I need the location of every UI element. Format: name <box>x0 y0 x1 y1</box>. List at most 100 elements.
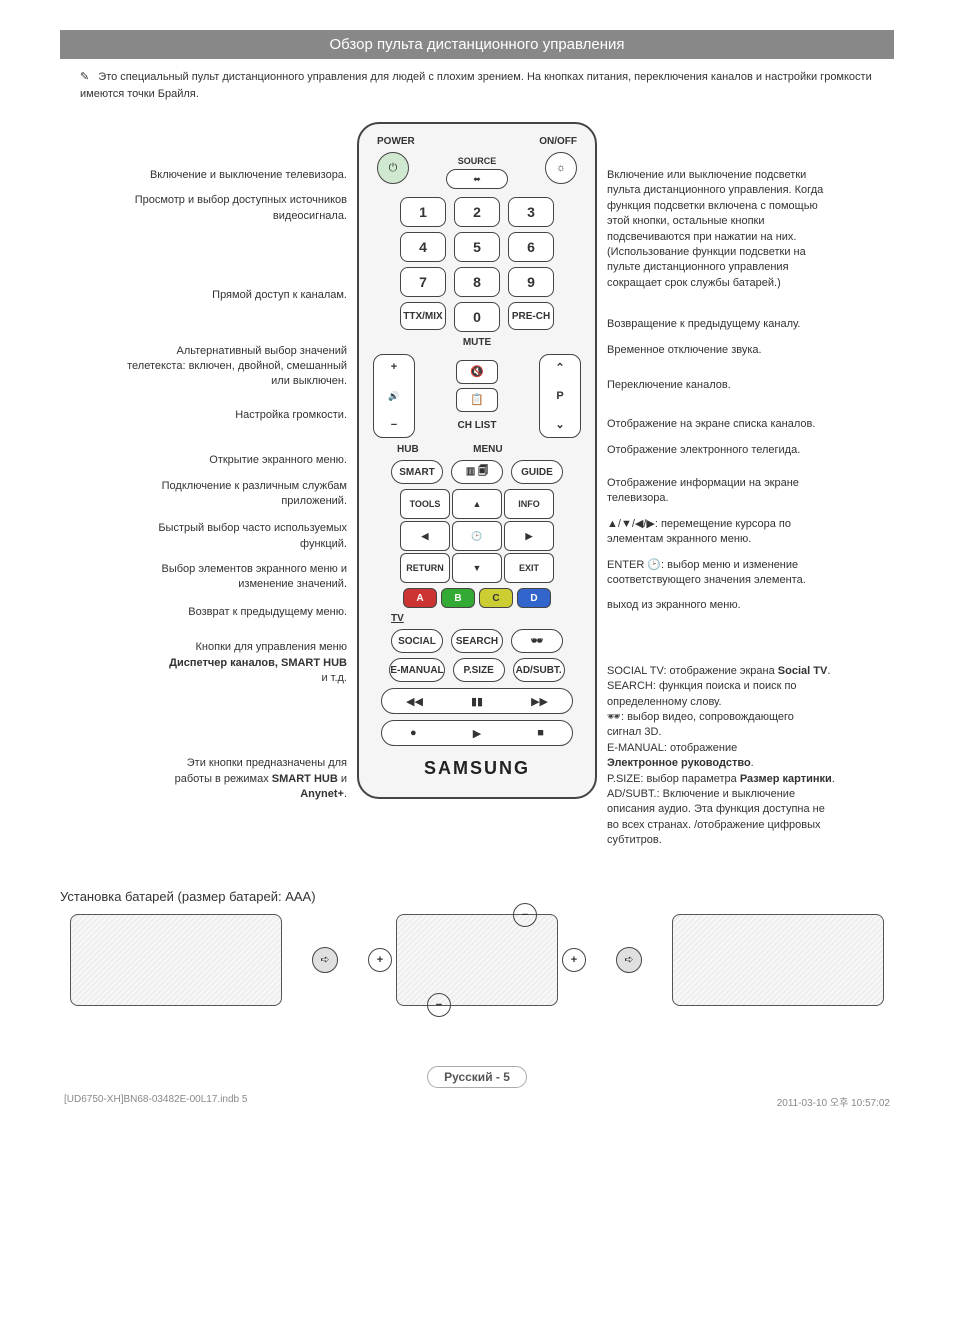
callout-chlist: Отображение на экране списка каналов. <box>607 417 837 432</box>
search-button[interactable]: SEARCH <box>451 629 503 653</box>
volume-rocker[interactable]: + 🔊 − <box>373 354 415 438</box>
num-0[interactable]: 0 <box>454 302 500 332</box>
psize-button[interactable]: P.SIZE <box>453 658 505 682</box>
intro-note: ✎ Это специальный пульт дистанционного у… <box>80 69 874 102</box>
transport-row-2: ● ▶ ■ <box>381 720 573 746</box>
callout-onoff: Включение или выключение подсветки пульт… <box>607 168 837 291</box>
callout-channel: Переключение каналов. <box>607 378 837 393</box>
plus-icon: + <box>562 948 586 972</box>
hub-label: HUB <box>397 444 419 455</box>
dpad-up[interactable]: ▲ <box>452 489 502 519</box>
num-8[interactable]: 8 <box>454 267 500 297</box>
page-title: Обзор пульта дистанционного управления <box>60 30 894 59</box>
doc-timestamp: 2011-03-10 오후 10:57:02 <box>777 1094 890 1109</box>
dpad-left[interactable]: ◀ <box>400 521 450 551</box>
mute-button[interactable]: 🔇 <box>456 360 498 384</box>
brand-logo: SAMSUNG <box>367 758 587 779</box>
prech-button[interactable]: PRE-CH <box>508 302 554 330</box>
callout-power: Включение и выключение телевизора. <box>117 168 347 183</box>
exit-button[interactable]: EXIT <box>504 553 554 583</box>
step-arrow-icon: ➪ <box>312 947 338 973</box>
color-b[interactable]: B <box>441 588 475 608</box>
menu-label: MENU <box>473 444 502 455</box>
smart-button[interactable]: SMART <box>391 460 443 484</box>
ff-button[interactable]: ▶▶ <box>531 695 548 708</box>
enter-button[interactable]: 🕑 <box>452 521 502 551</box>
light-button[interactable]: ☼ <box>545 152 577 184</box>
plus-icon: + <box>368 948 392 972</box>
emanual-button[interactable]: E-MANUAL <box>389 658 444 682</box>
num-6[interactable]: 6 <box>508 232 554 262</box>
rewind-button[interactable]: ◀◀ <box>406 695 423 708</box>
callout-guide: Отображение электронного телегида. <box>607 443 837 458</box>
callout-tools: Быстрый выбор часто используемых функций… <box>117 521 347 552</box>
remote-body: POWER ON/OFF ⏻ SOURCE ⬌ ☼ 123 456 789 TT… <box>357 122 597 799</box>
num-3[interactable]: 3 <box>508 197 554 227</box>
callout-arrows: ▲/▼/◀/▶: перемещение курсора по элемента… <box>607 517 837 548</box>
power-label: POWER <box>377 136 415 147</box>
callout-color: Кнопки для управления меню Диспетчер кан… <box>117 640 347 686</box>
battery-step-1 <box>70 914 282 1006</box>
power-button[interactable]: ⏻ <box>377 152 409 184</box>
num-7[interactable]: 7 <box>400 267 446 297</box>
chlist-sub-button[interactable]: 📋 <box>456 388 498 412</box>
chlist-label: CH LIST <box>458 420 497 431</box>
onoff-label: ON/OFF <box>539 136 577 147</box>
callout-direct: Прямой доступ к каналам. <box>117 288 347 303</box>
mute-label: MUTE <box>367 337 587 348</box>
num-5[interactable]: 5 <box>454 232 500 262</box>
step-arrow-icon: ➪ <box>616 947 642 973</box>
pause-button[interactable]: ▮▮ <box>471 695 483 708</box>
menu-button[interactable]: ▥ 🗐 <box>451 460 503 484</box>
color-d[interactable]: D <box>517 588 551 608</box>
left-callouts: Включение и выключение телевизора. Просм… <box>117 122 347 813</box>
num-4[interactable]: 4 <box>400 232 446 262</box>
source-label: SOURCE <box>458 156 497 166</box>
dpad-down[interactable]: ▼ <box>452 553 502 583</box>
source-button[interactable]: ⬌ <box>446 169 508 189</box>
ttx-button[interactable]: TTX/MIX <box>400 302 446 330</box>
color-a[interactable]: A <box>403 588 437 608</box>
social-button[interactable]: SOCIAL <box>391 629 443 653</box>
battery-steps: ➪ + − − + ➪ <box>60 914 894 1006</box>
intro-text: Это специальный пульт дистанционного упр… <box>80 71 872 100</box>
play-button[interactable]: ▶ <box>473 727 481 740</box>
callout-source: Просмотр и выбор доступных источников ви… <box>117 193 347 224</box>
color-c[interactable]: C <box>479 588 513 608</box>
adsubt-button[interactable]: AD/SUBT. <box>513 658 565 682</box>
record-button[interactable]: ● <box>410 727 417 739</box>
return-button[interactable]: RETURN <box>400 553 450 583</box>
callout-ttx: Альтернативный выбор значений телетекста… <box>117 344 347 390</box>
battery-title: Установка батарей (размер батарей: AAA) <box>60 889 894 904</box>
dpad-right[interactable]: ▶ <box>504 521 554 551</box>
tv-label: TV <box>367 613 587 624</box>
callout-enter: ENTER 🕑: выбор меню и изменение соответс… <box>607 558 837 589</box>
right-callouts: Включение или выключение подсветки пульт… <box>607 122 837 859</box>
num-2[interactable]: 2 <box>454 197 500 227</box>
transport-row-1: ◀◀ ▮▮ ▶▶ <box>381 688 573 714</box>
callout-hub: Подключение к различным службам приложен… <box>117 479 347 510</box>
page-footer: Русский - 5 <box>60 1066 894 1088</box>
callout-menu-open: Открытие экранного меню. <box>117 453 347 468</box>
minus-icon: − <box>513 903 537 927</box>
info-button[interactable]: INFO <box>504 489 554 519</box>
doc-id: [UD6750-XH]BN68-03482E-00L17.indb 5 <box>64 1094 247 1109</box>
callout-social: SOCIAL TV: отображение экрана Social TV.… <box>607 664 837 849</box>
note-icon: ✎ <box>80 71 89 83</box>
minus-icon: − <box>427 993 451 1017</box>
callout-exit: выход из экранного меню. <box>607 598 837 613</box>
callout-return: Возврат к предыдущему меню. <box>117 605 347 620</box>
num-1[interactable]: 1 <box>400 197 446 227</box>
callout-volume: Настройка громкости. <box>117 408 347 423</box>
3d-button[interactable]: 🕶 <box>511 629 563 653</box>
callout-info: Отображение информации на экране телевиз… <box>607 476 837 507</box>
stop-button[interactable]: ■ <box>537 727 544 739</box>
document-meta: [UD6750-XH]BN68-03482E-00L17.indb 5 2011… <box>60 1094 894 1109</box>
channel-rocker[interactable]: ⌃ P ⌄ <box>539 354 581 438</box>
guide-button[interactable]: GUIDE <box>511 460 563 484</box>
tools-button[interactable]: TOOLS <box>400 489 450 519</box>
num-9[interactable]: 9 <box>508 267 554 297</box>
page-number: Русский - 5 <box>427 1066 527 1088</box>
callout-playback: Эти кнопки предназначены для работы в ре… <box>117 756 347 802</box>
callout-mute: Временное отключение звука. <box>607 343 837 358</box>
